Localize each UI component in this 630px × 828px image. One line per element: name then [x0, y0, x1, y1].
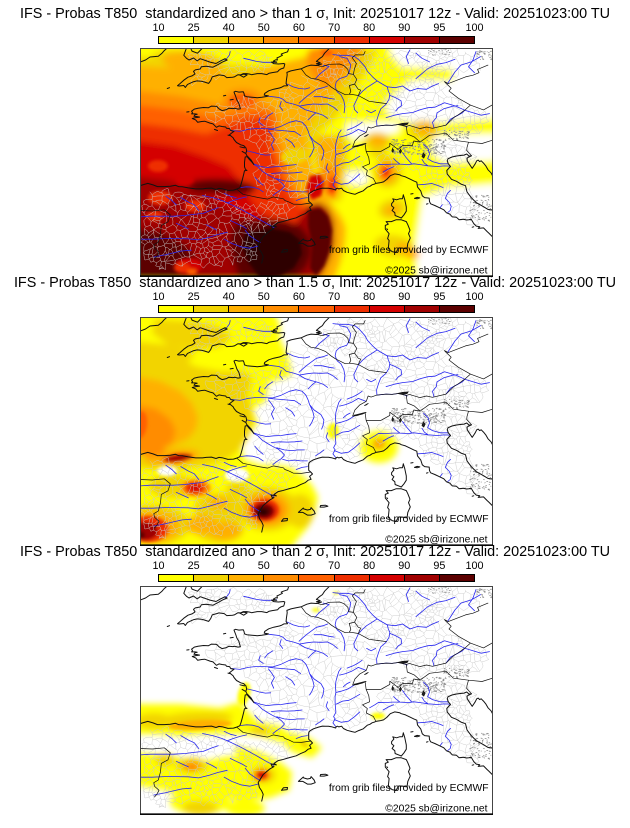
svg-text:©2025 sb@irizone.net: ©2025 sb@irizone.net: [385, 535, 487, 546]
svg-text:©2025 sb@irizone.net: ©2025 sb@irizone.net: [385, 266, 487, 277]
svg-text:from grib files provided by EC: from grib files provided by ECMWF: [329, 245, 489, 256]
svg-text:from grib files provided by EC: from grib files provided by ECMWF: [329, 783, 489, 794]
svg-text:©2025 sb@irizone.net: ©2025 sb@irizone.net: [385, 804, 487, 815]
svg-text:from grib files provided by EC: from grib files provided by ECMWF: [329, 514, 489, 525]
